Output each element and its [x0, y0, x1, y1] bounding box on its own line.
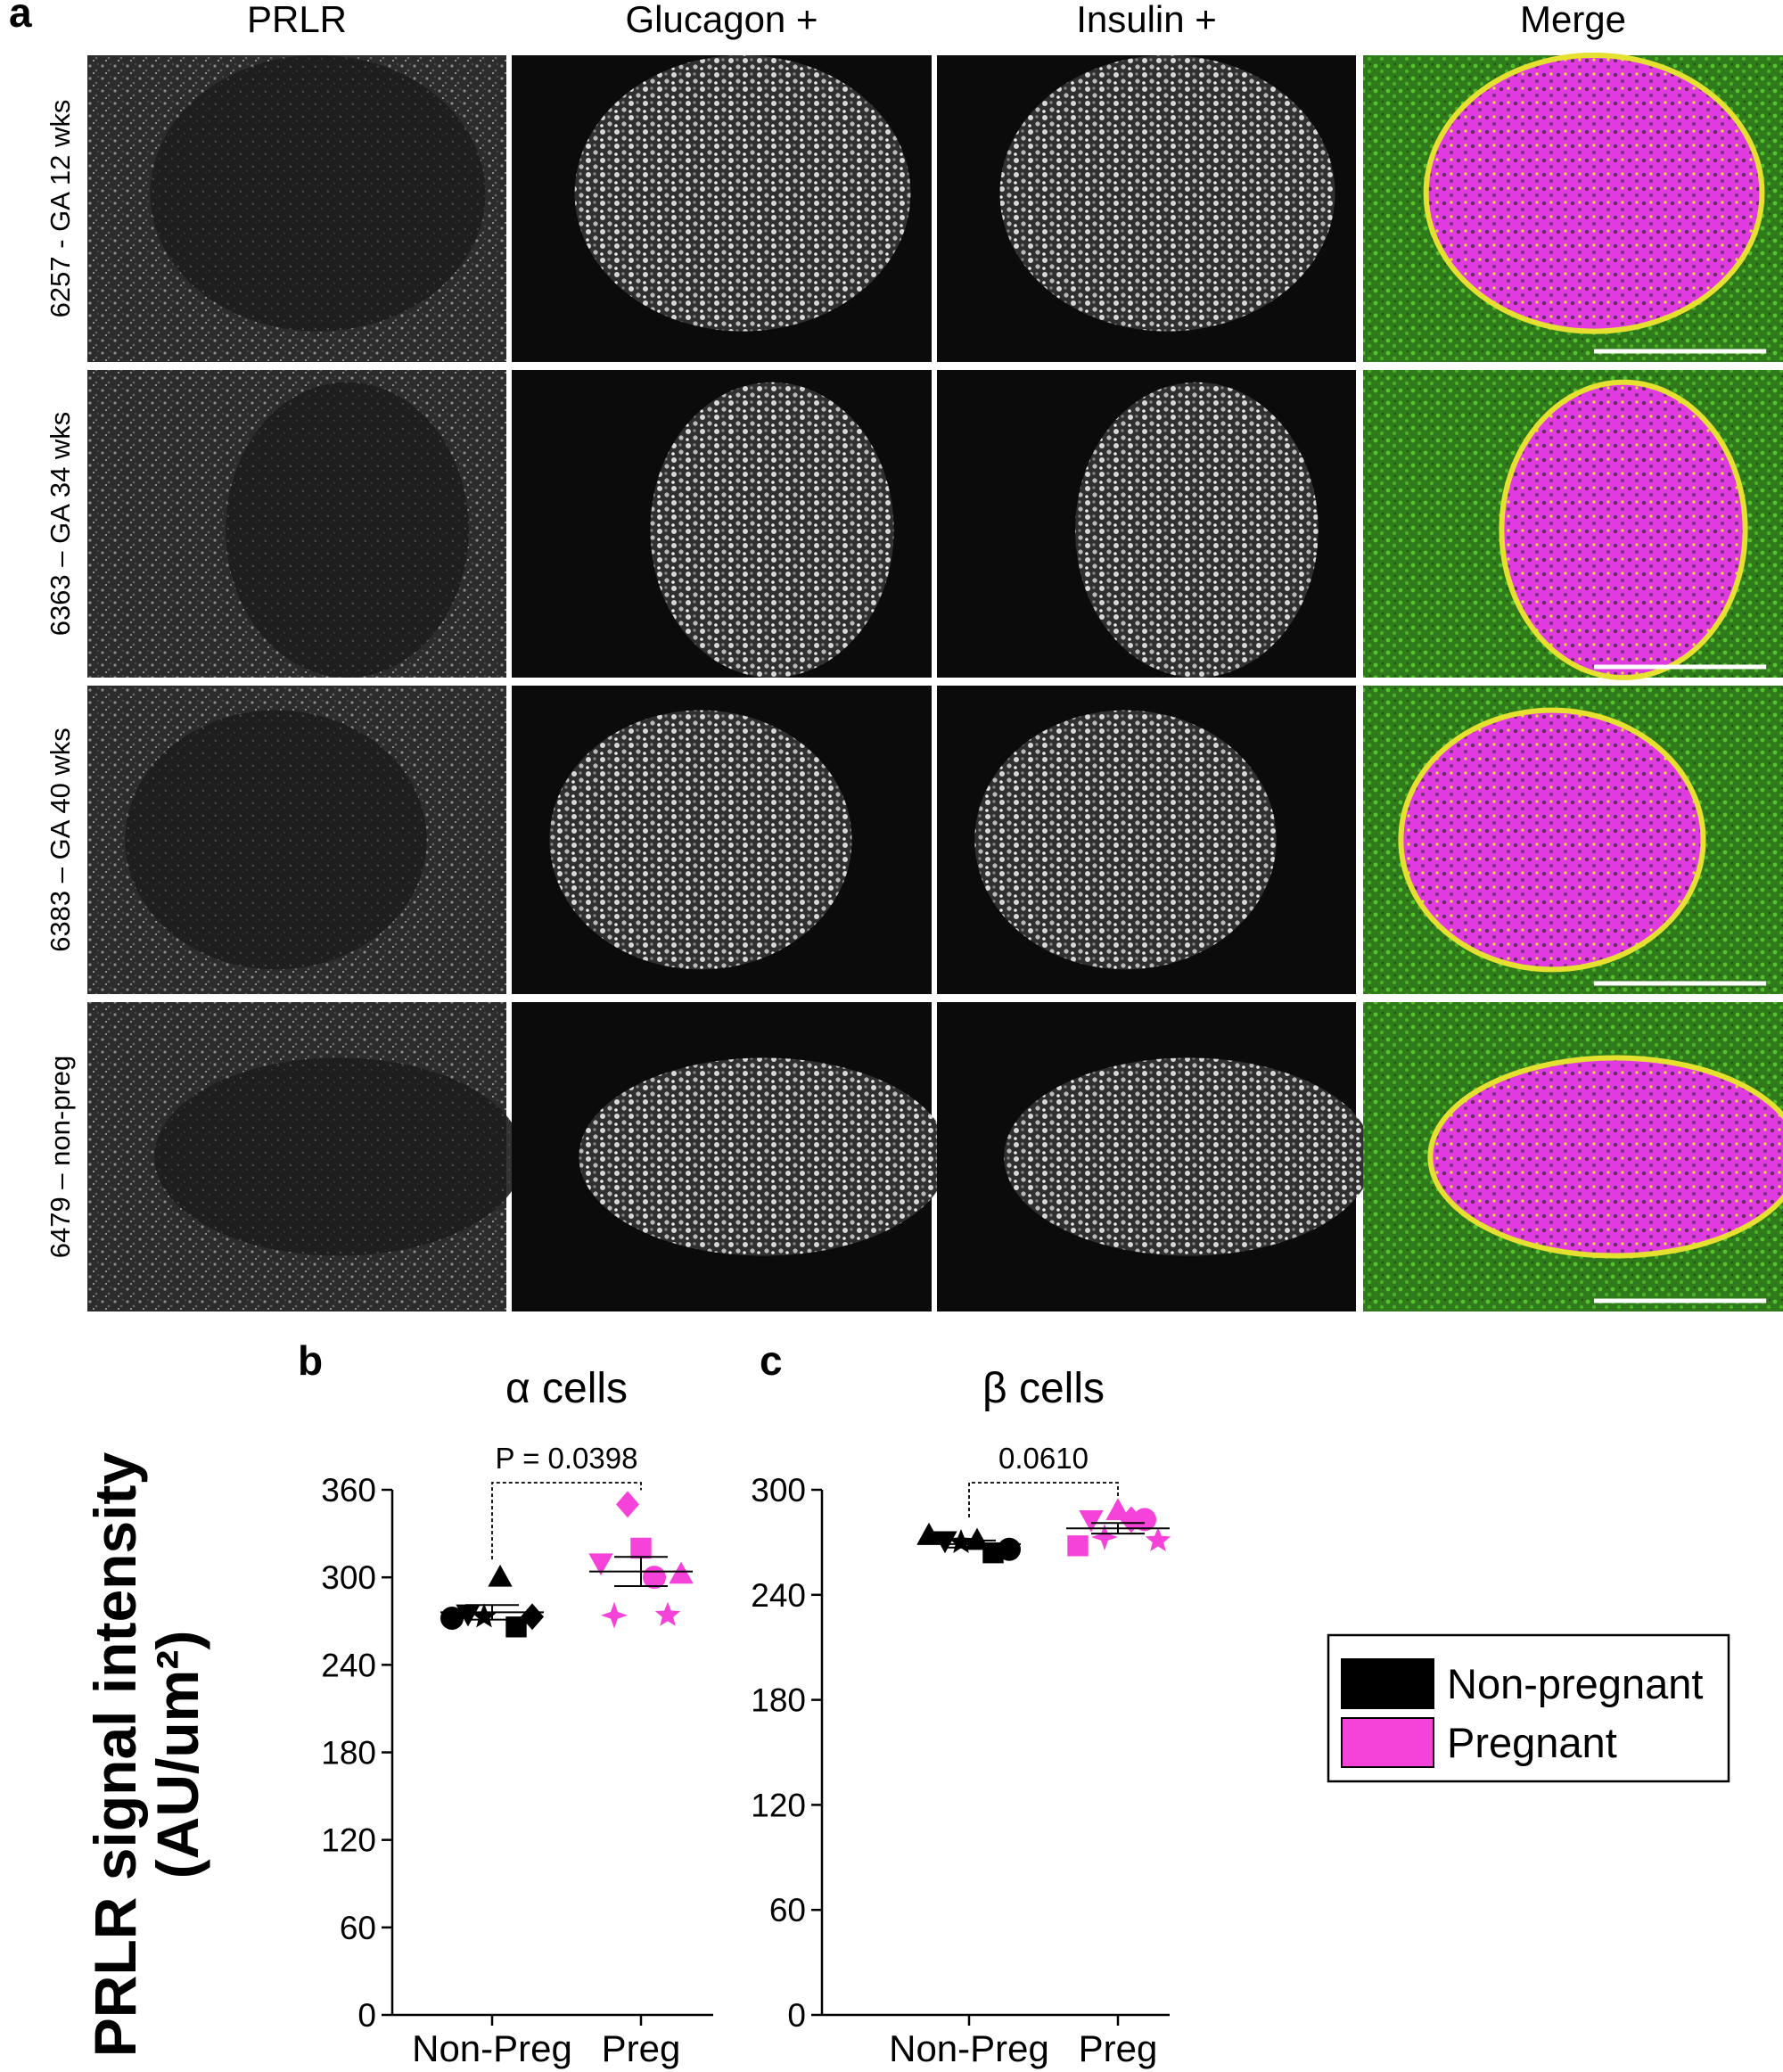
y-tick-label: 60 — [769, 1892, 806, 1928]
y-tick-label: 240 — [321, 1647, 376, 1683]
legend-swatch — [1341, 1717, 1434, 1768]
column-header: Merge — [1520, 0, 1626, 40]
row-label: 6363 – GA 34 wks — [45, 412, 76, 637]
legend-label: Non-pregnant — [1447, 1660, 1703, 1707]
data-point — [1067, 1535, 1089, 1557]
row-label: 6383 – GA 40 wks — [45, 728, 76, 952]
islet — [226, 382, 469, 678]
legend-swatch — [1341, 1658, 1434, 1709]
panel-label: c — [760, 1337, 783, 1384]
y-tick-label: 180 — [751, 1682, 806, 1719]
y-tick-label: 360 — [321, 1472, 376, 1509]
y-tick-label: 0 — [787, 1997, 806, 2034]
y-tick-label: 120 — [751, 1787, 806, 1823]
chart-title: α cells — [505, 1365, 628, 1412]
data-point — [933, 1531, 957, 1554]
panel-label: a — [9, 0, 32, 36]
data-point — [1091, 1524, 1118, 1550]
x-tick-label: Non-Preg — [889, 2027, 1049, 2069]
column-header: PRLR — [247, 0, 347, 40]
column-header: Glucagon + — [626, 0, 818, 40]
data-point — [601, 1601, 628, 1629]
data-point — [1105, 1498, 1130, 1520]
islet — [150, 55, 486, 332]
x-tick-label: Preg — [602, 2027, 681, 2069]
data-point — [654, 1601, 681, 1626]
data-point — [505, 1616, 527, 1638]
islet — [154, 1057, 523, 1256]
chart-title: β cells — [982, 1365, 1105, 1412]
panel-label: b — [298, 1337, 323, 1384]
islet — [1427, 1055, 1783, 1259]
islet — [549, 710, 852, 970]
data-point — [1079, 1509, 1104, 1533]
data-point — [471, 1603, 497, 1628]
y-tick-label: 300 — [321, 1559, 376, 1596]
column-header: Insulin + — [1076, 0, 1217, 40]
data-point — [588, 1553, 613, 1576]
islet — [1004, 1057, 1373, 1256]
row-label: 6257 - GA 12 wks — [45, 100, 76, 318]
islet — [999, 55, 1335, 332]
islet — [1423, 53, 1765, 334]
legend-label: Pregnant — [1447, 1719, 1617, 1766]
data-point — [916, 1522, 941, 1545]
islet — [579, 1057, 949, 1256]
y-tick-label: 0 — [357, 1997, 376, 2034]
data-point — [456, 1604, 481, 1627]
data-point — [1133, 1508, 1156, 1532]
p-value: P = 0.0398 — [496, 1442, 638, 1475]
islet — [1398, 707, 1706, 973]
y-tick-label: 120 — [321, 1822, 376, 1859]
significance-bracket — [968, 1482, 1119, 1518]
y-tick-label: 180 — [321, 1735, 376, 1772]
islet — [974, 710, 1277, 970]
y-axis-title: PRLR signal intensity — [82, 1451, 148, 2057]
data-point — [521, 1603, 544, 1631]
islet — [1499, 379, 1748, 681]
y-tick-label: 300 — [751, 1472, 806, 1509]
y-axis-unit: (AU/um²) — [144, 1631, 210, 1879]
x-tick-label: Preg — [1079, 2027, 1158, 2069]
row-label: 6479 – non-preg — [45, 1056, 76, 1259]
data-point — [998, 1537, 1021, 1561]
islet — [1075, 382, 1319, 678]
y-tick-label: 240 — [751, 1577, 806, 1614]
data-point — [630, 1537, 652, 1559]
data-point — [488, 1564, 513, 1587]
micrograph-grid — [87, 53, 1783, 1311]
significance-bracket — [491, 1482, 642, 1560]
data-point — [669, 1561, 694, 1584]
p-value: 0.0610 — [998, 1442, 1089, 1475]
islet — [650, 382, 894, 678]
data-point — [616, 1491, 639, 1518]
y-tick-label: 60 — [340, 1910, 376, 1946]
x-tick-label: Non-Preg — [412, 2027, 572, 2069]
islet — [574, 55, 911, 332]
islet — [125, 710, 427, 970]
data-point — [1145, 1526, 1171, 1552]
